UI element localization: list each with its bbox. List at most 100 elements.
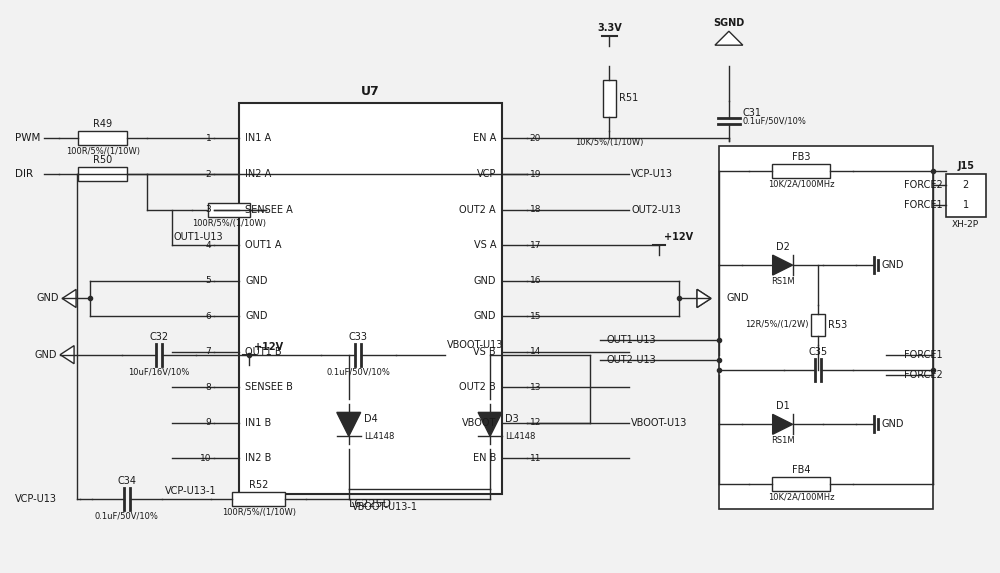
Text: IN1 B: IN1 B [245,418,271,428]
Polygon shape [773,255,793,275]
Text: IN1 A: IN1 A [245,134,271,143]
Text: 13: 13 [530,383,541,392]
Text: 1: 1 [206,134,211,143]
Polygon shape [60,346,74,364]
Text: 10K/2A/100MHz: 10K/2A/100MHz [768,179,834,189]
Text: D4: D4 [364,414,377,425]
Text: 0.1uF/50V/10%: 0.1uF/50V/10% [326,368,390,376]
Text: GND: GND [35,350,57,360]
Text: 20: 20 [530,134,541,143]
Polygon shape [773,414,793,434]
Text: GND: GND [474,276,496,286]
Polygon shape [715,32,743,45]
Text: XH-2P: XH-2P [952,221,979,229]
Bar [232,492,285,506]
Text: RS1M: RS1M [771,436,794,445]
Polygon shape [337,413,361,436]
Text: FORCE1: FORCE1 [904,201,943,210]
Bar [78,167,127,181]
Polygon shape [62,289,76,308]
Bar [811,313,825,336]
Text: +12V: +12V [664,232,693,242]
Text: GND: GND [245,276,268,286]
Text: 2: 2 [963,180,969,190]
Text: 10K/2A/100MHz: 10K/2A/100MHz [768,493,834,502]
Text: GND: GND [881,260,904,270]
Text: C34: C34 [117,476,136,486]
Text: VBOOT-U13-1: VBOOT-U13-1 [352,502,418,512]
Text: 2: 2 [206,170,211,179]
Text: VCP-U13: VCP-U13 [15,494,57,504]
Text: R52: R52 [249,480,268,490]
Text: VCP-U13-1: VCP-U13-1 [165,486,216,496]
Polygon shape [697,289,711,308]
Text: VBOOT: VBOOT [462,418,496,428]
Text: D3: D3 [505,414,519,425]
Text: FB3: FB3 [792,152,810,162]
Text: PWM: PWM [15,134,41,143]
Text: OUT2 B: OUT2 B [459,382,496,393]
Polygon shape [478,413,502,436]
Text: C35: C35 [809,347,828,356]
Text: SENSEE A: SENSEE A [245,205,293,214]
Text: 10uF/16V/10%: 10uF/16V/10% [128,368,190,376]
Text: EN B: EN B [473,453,496,464]
Text: VBOOT-U13: VBOOT-U13 [631,418,688,428]
Text: OUT1-U13: OUT1-U13 [174,232,223,242]
Text: DIR: DIR [15,169,33,179]
Text: RS1M: RS1M [771,277,794,286]
Text: J15: J15 [957,160,974,171]
Text: GND: GND [727,293,749,304]
Text: 3: 3 [206,205,211,214]
Text: IN2 A: IN2 A [245,169,271,179]
Text: 4: 4 [206,241,211,250]
Text: R49: R49 [93,120,112,129]
Text: 1: 1 [963,201,969,210]
Bar [772,164,830,178]
Text: 14: 14 [530,347,541,356]
Bar [208,203,250,217]
Text: 12R/5%/(1/2W): 12R/5%/(1/2W) [745,320,808,329]
Bar [603,80,616,116]
Text: 15: 15 [530,312,541,321]
Text: LL4148: LL4148 [364,432,394,441]
Text: 3.3V: 3.3V [597,23,622,33]
Text: 5: 5 [206,276,211,285]
Text: 0.1uF/50V/10%: 0.1uF/50V/10% [95,512,159,521]
Text: +12V: +12V [254,342,283,352]
Text: GND: GND [881,419,904,429]
Text: FORCE2: FORCE2 [904,370,943,379]
Text: VS A: VS A [474,240,496,250]
Text: 0.1uF/50V/10%: 0.1uF/50V/10% [743,116,807,125]
Text: 19: 19 [530,170,541,179]
Text: 100R/5%/(1/10W): 100R/5%/(1/10W) [222,508,296,517]
Text: 7: 7 [206,347,211,356]
Text: L6225D: L6225D [349,499,392,509]
Text: C32: C32 [150,332,169,342]
Text: VCP-U13: VCP-U13 [631,169,673,179]
Text: VCP: VCP [477,169,496,179]
Text: OUT2-U13: OUT2-U13 [606,355,656,364]
Text: IN2 B: IN2 B [245,453,272,464]
Text: GND: GND [37,293,59,304]
Text: 16: 16 [530,276,541,285]
Text: GND: GND [474,311,496,321]
Text: OUT1 B: OUT1 B [245,347,282,357]
Bar [239,103,502,494]
Text: U7: U7 [361,85,380,98]
Text: 100R/5%/(1/10W): 100R/5%/(1/10W) [192,218,266,227]
Text: R51: R51 [619,93,639,103]
Text: EN A: EN A [473,134,496,143]
Text: 11: 11 [530,454,541,463]
Bar [772,477,830,491]
Bar [719,146,933,509]
Text: FORCE1: FORCE1 [904,350,943,360]
Text: OUT2-U13: OUT2-U13 [631,205,681,214]
Text: 10K/5%/(1/10W): 10K/5%/(1/10W) [575,138,644,147]
Text: D1: D1 [776,402,789,411]
Text: 18: 18 [530,205,541,214]
Text: R53: R53 [828,320,848,330]
Text: VS B: VS B [473,347,496,357]
Bar [78,131,127,146]
Text: SENSEE B: SENSEE B [245,382,293,393]
